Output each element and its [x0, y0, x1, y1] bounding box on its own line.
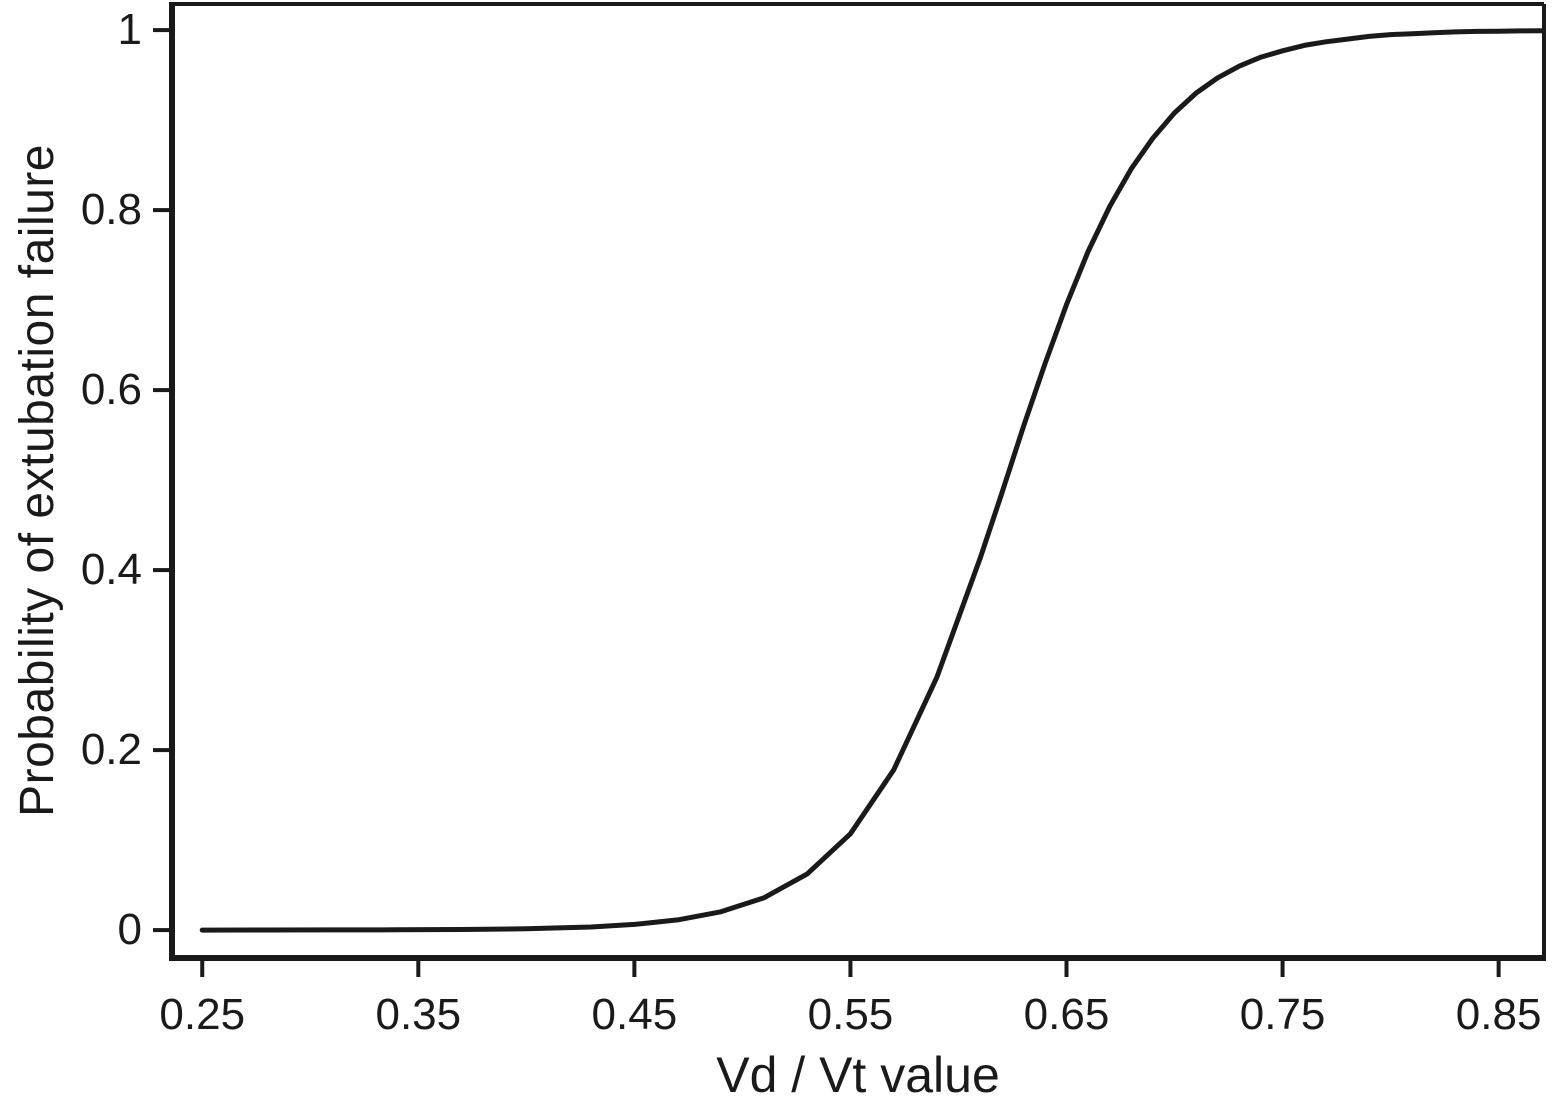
x-tick-label: 0.45 [591, 990, 678, 1039]
x-tick-label: 0.25 [159, 990, 246, 1039]
x-tick-label: 0.35 [375, 990, 462, 1039]
x-tick-label: 0.85 [1455, 990, 1542, 1039]
x-tick-label: 0.55 [807, 990, 894, 1039]
y-tick-label: 0.8 [80, 185, 142, 235]
y-tick-label: 0.6 [80, 365, 142, 415]
logistic-probability-curve [199, 28, 1545, 933]
x-tick-label: 0.65 [1023, 990, 1110, 1039]
x-tick-label: 0.75 [1239, 990, 1326, 1039]
y-tick-label: 1 [117, 5, 142, 55]
y-tick-label: 0.2 [80, 725, 142, 775]
y-tick-label: 0.4 [80, 545, 142, 595]
x-axis-title: Vd / Vt value [716, 1047, 1000, 1103]
y-tick-label: 0 [117, 905, 142, 955]
